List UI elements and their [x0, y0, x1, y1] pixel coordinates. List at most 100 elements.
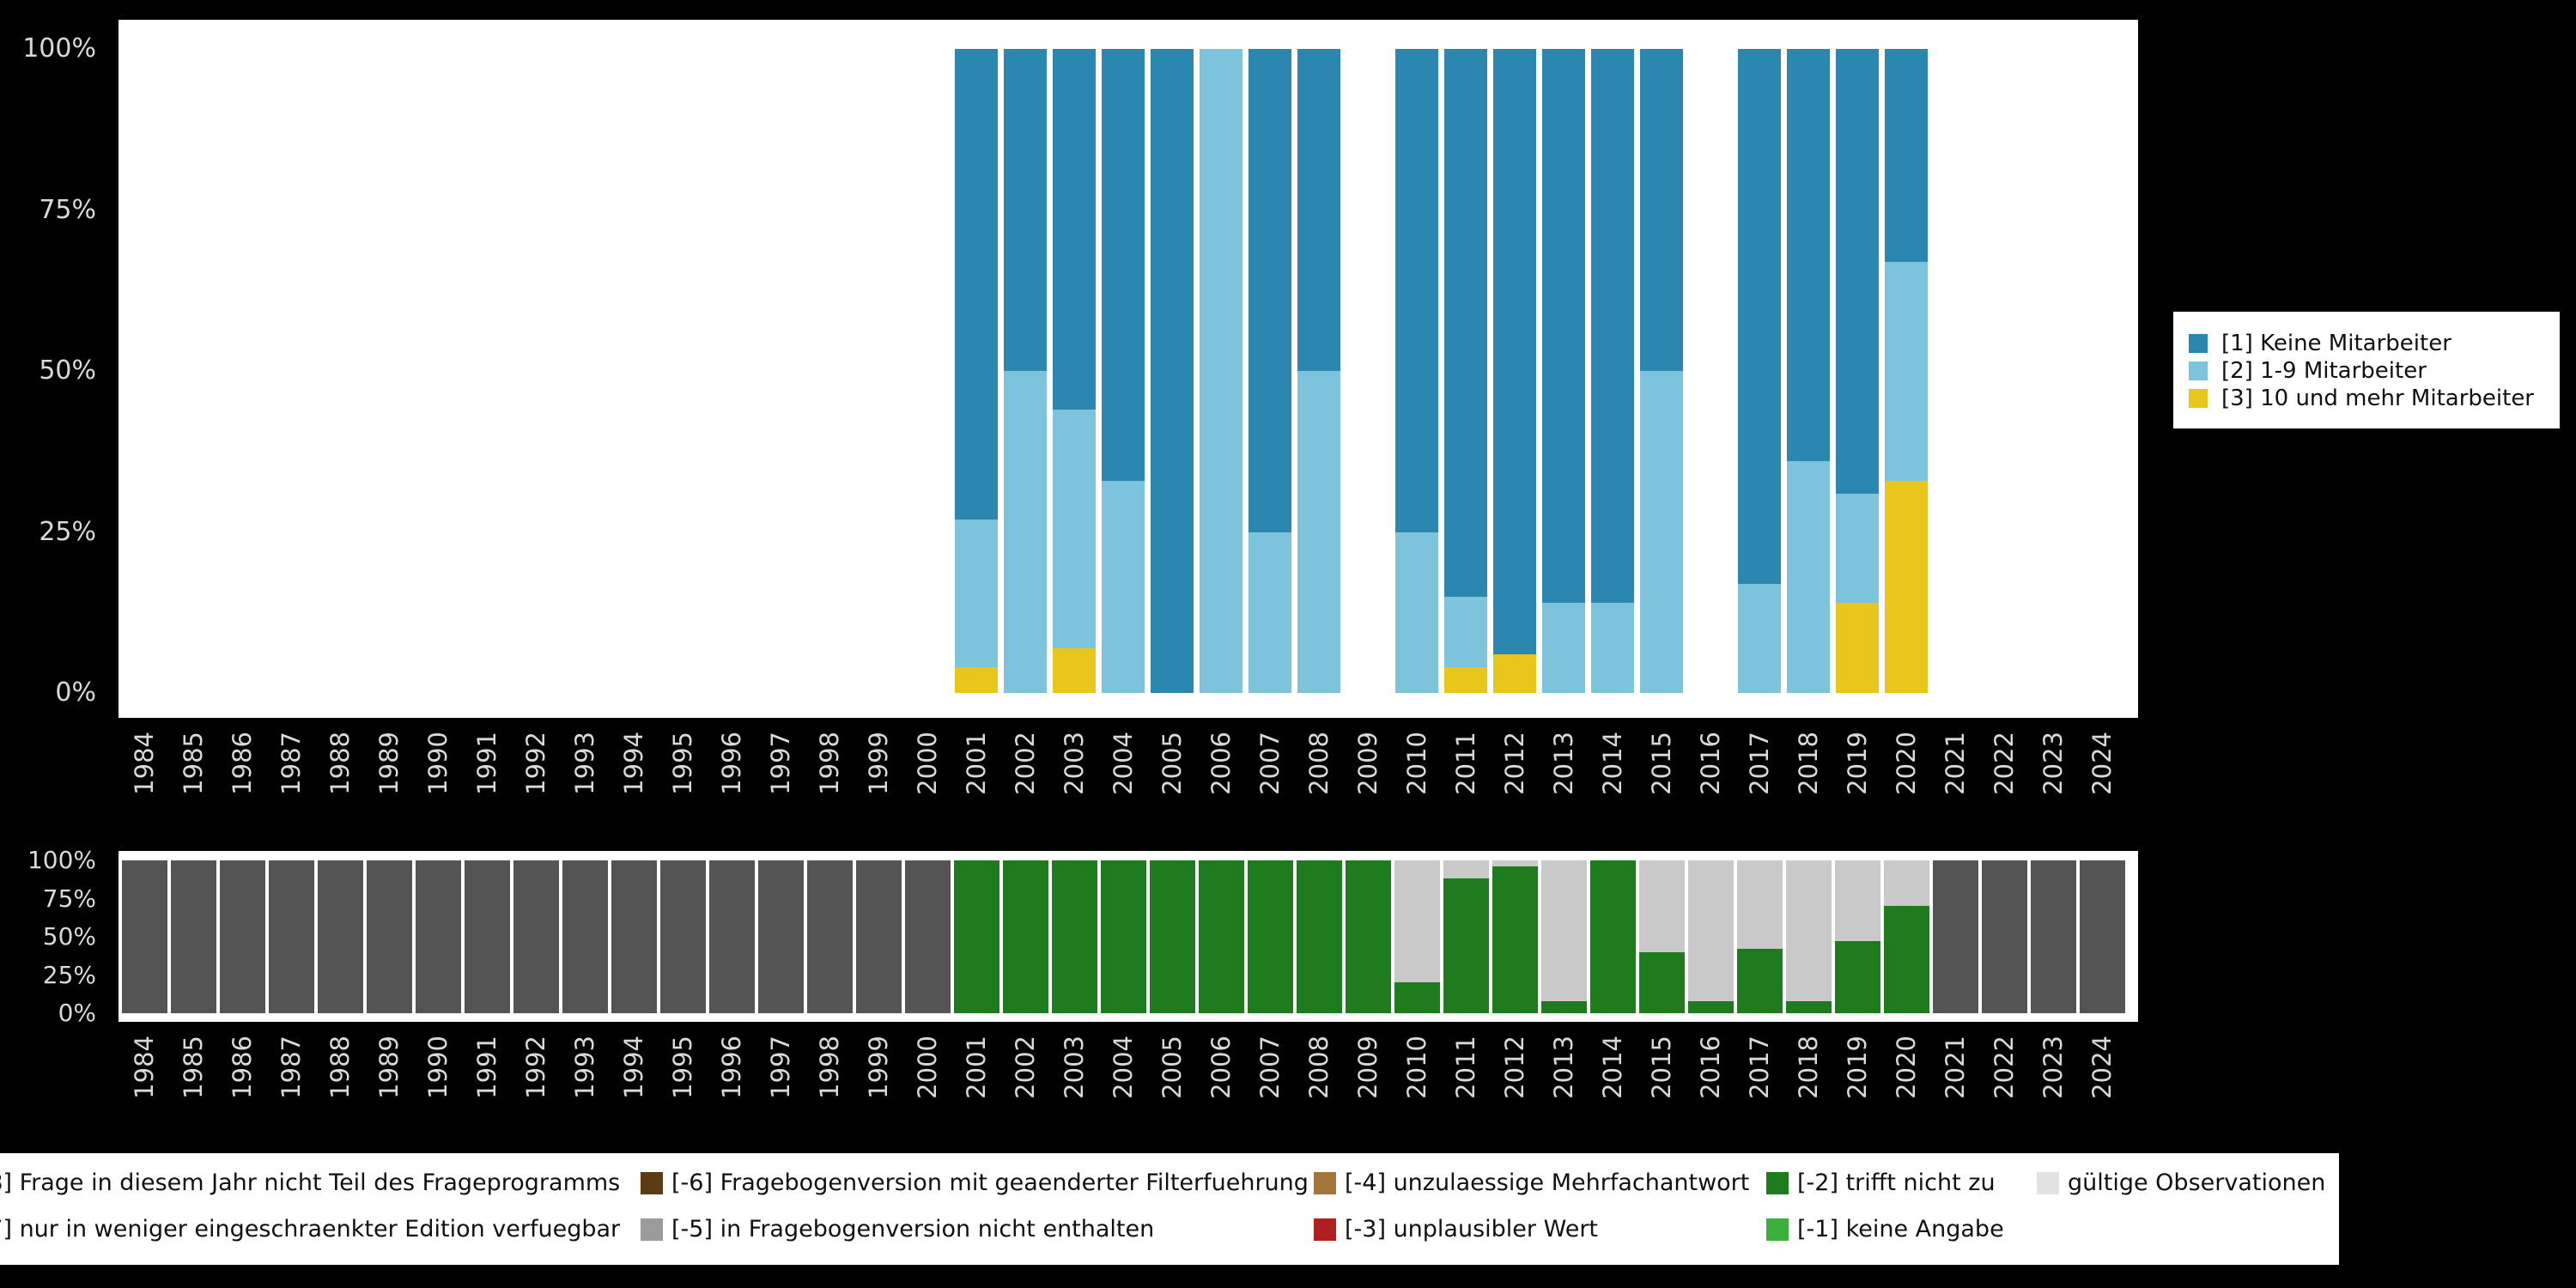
x-axis-year-label: 2022: [1990, 1036, 2019, 1099]
bar-segment: [1395, 49, 1438, 532]
bar-segment: [1149, 860, 1195, 1013]
x-axis-year-label: 1996: [717, 1036, 746, 1099]
bar-segment: [955, 519, 998, 667]
bar-segment: [1051, 860, 1097, 1013]
x-axis-year-label: 2005: [1157, 1036, 1187, 1099]
bar-segment: [904, 860, 951, 1013]
bar-segment: [1687, 860, 1734, 1001]
bar-segment: [708, 860, 755, 1013]
bar-segment: [562, 860, 608, 1013]
bar-segment: [1787, 49, 1830, 461]
missing-codes-legend: [-8] Frage in diesem Jahr nicht Teil des…: [0, 1153, 2339, 1265]
legend-item: [3] 10 und mehr Mitarbeiter: [2187, 386, 2556, 411]
bar-segment: [1493, 654, 1536, 693]
bar-segment: [464, 860, 510, 1013]
x-axis-year-label: 2018: [1794, 732, 1823, 795]
legend-item: [2] 1-9 Mitarbeiter: [2187, 358, 2556, 384]
bar-segment: [121, 860, 167, 1013]
bar-segment: [953, 860, 999, 1013]
bar-segment: [611, 860, 657, 1013]
x-axis-year-label: 2002: [1011, 1036, 1040, 1099]
bar-segment: [1002, 860, 1048, 1013]
x-axis-year-label: 1984: [130, 1036, 159, 1099]
x-axis-year-label: 1992: [521, 1036, 550, 1099]
x-axis-year-label: 2015: [1647, 1036, 1676, 1099]
x-axis-year-label: 1996: [717, 732, 746, 795]
bar-segment: [415, 860, 461, 1013]
y-axis-tick-label: 0%: [55, 677, 96, 708]
bar-segment: [1640, 49, 1683, 371]
bar-segment: [1883, 860, 1929, 907]
x-axis-year-label: 1988: [325, 1036, 355, 1099]
legend-label: [-5] in Fragebogenversion nicht enthalte…: [671, 1216, 1155, 1242]
x-axis-year-label: 2000: [913, 732, 942, 795]
x-axis-year-label: 1986: [228, 732, 257, 795]
legend-swatch: [641, 1218, 663, 1241]
bar-segment: [1785, 860, 1832, 1001]
bar-segment: [1883, 906, 1929, 1013]
legend-label: [-4] unzulaessige Mehrfachantwort: [1345, 1170, 1750, 1196]
x-axis-year-label: 2014: [1598, 732, 1627, 795]
y-axis-tick-label: 75%: [42, 884, 96, 913]
bar-segment: [757, 860, 804, 1013]
x-axis-year-label: 2013: [1549, 1036, 1578, 1099]
bar-segment: [1885, 261, 1928, 481]
x-axis-year-label: 2006: [1206, 732, 1236, 795]
bar-segment: [1151, 49, 1194, 693]
bar-segment: [1638, 860, 1685, 952]
legend-swatch: [641, 1172, 663, 1194]
legend-swatch: [2189, 389, 2208, 408]
y-axis-tick-label: 100%: [22, 33, 96, 64]
x-axis-year-label: 1998: [815, 732, 844, 795]
x-axis-year-label: 2002: [1011, 732, 1040, 795]
x-axis-year-label: 1990: [423, 732, 453, 795]
y-axis-tick-label: 50%: [39, 355, 96, 386]
x-axis-year-label: 2017: [1745, 1036, 1774, 1099]
x-axis-year-label: 1987: [276, 732, 306, 795]
x-axis-year-label: 2019: [1843, 732, 1872, 795]
x-axis-year-label: 2022: [1990, 732, 2019, 795]
bar-segment: [1200, 49, 1242, 693]
x-axis-year-label: 1995: [668, 732, 697, 795]
bar-segment: [1100, 860, 1146, 1013]
bar-segment: [1493, 49, 1536, 654]
legend-swatch: [1314, 1218, 1336, 1241]
legend-label: [2] 1-9 Mitarbeiter: [2221, 358, 2427, 384]
bar-segment: [1738, 583, 1781, 693]
legend-swatch: [1314, 1172, 1336, 1194]
x-axis-year-label: 2007: [1255, 1036, 1285, 1099]
x-axis-year-label: 1999: [864, 1036, 893, 1099]
bar-segment: [1834, 860, 1880, 942]
x-axis-year-label: 1997: [766, 732, 795, 795]
x-axis-year-label: 2001: [962, 732, 991, 795]
top-chart-panel: [118, 20, 2138, 718]
bar-segment: [955, 667, 998, 693]
x-axis-year-label: 2021: [1941, 1036, 1970, 1099]
bar-segment: [1834, 941, 1880, 1013]
bar-segment: [1444, 667, 1487, 693]
bar-segment: [1787, 461, 1830, 693]
bar-segment: [1394, 982, 1440, 1013]
bar-segment: [268, 860, 314, 1013]
x-axis-year-label: 2024: [2087, 1036, 2117, 1099]
bar-segment: [1345, 860, 1391, 1013]
x-axis-year-label: 2001: [962, 1036, 991, 1099]
legend-label: [-1] keine Angabe: [1797, 1216, 2004, 1242]
x-axis-year-label: 2012: [1500, 1036, 1529, 1099]
legend-swatch: [1766, 1172, 1789, 1194]
bar-segment: [513, 860, 559, 1013]
x-axis-year-label: 1998: [815, 1036, 844, 1099]
legend-label: [-3] unplausibler Wert: [1345, 1216, 1599, 1242]
x-axis-year-label: 1995: [668, 1036, 697, 1099]
bar-segment: [1004, 371, 1047, 693]
bar-segment: [1542, 603, 1585, 693]
top-chart-legend: [1] Keine Mitarbeiter [2] 1-9 Mitarbeiter…: [2173, 312, 2560, 428]
bar-segment: [1102, 480, 1145, 693]
x-axis-year-label: 2005: [1157, 732, 1187, 795]
x-axis-year-label: 2023: [2038, 1036, 2068, 1099]
x-axis-year-label: 1991: [472, 732, 501, 795]
x-axis-year-label: 2012: [1500, 732, 1529, 795]
legend-label: [-8] Frage in diesem Jahr nicht Teil des…: [0, 1170, 621, 1196]
x-axis-year-label: 1989: [374, 732, 404, 795]
x-axis-year-label: 2024: [2087, 732, 2117, 795]
